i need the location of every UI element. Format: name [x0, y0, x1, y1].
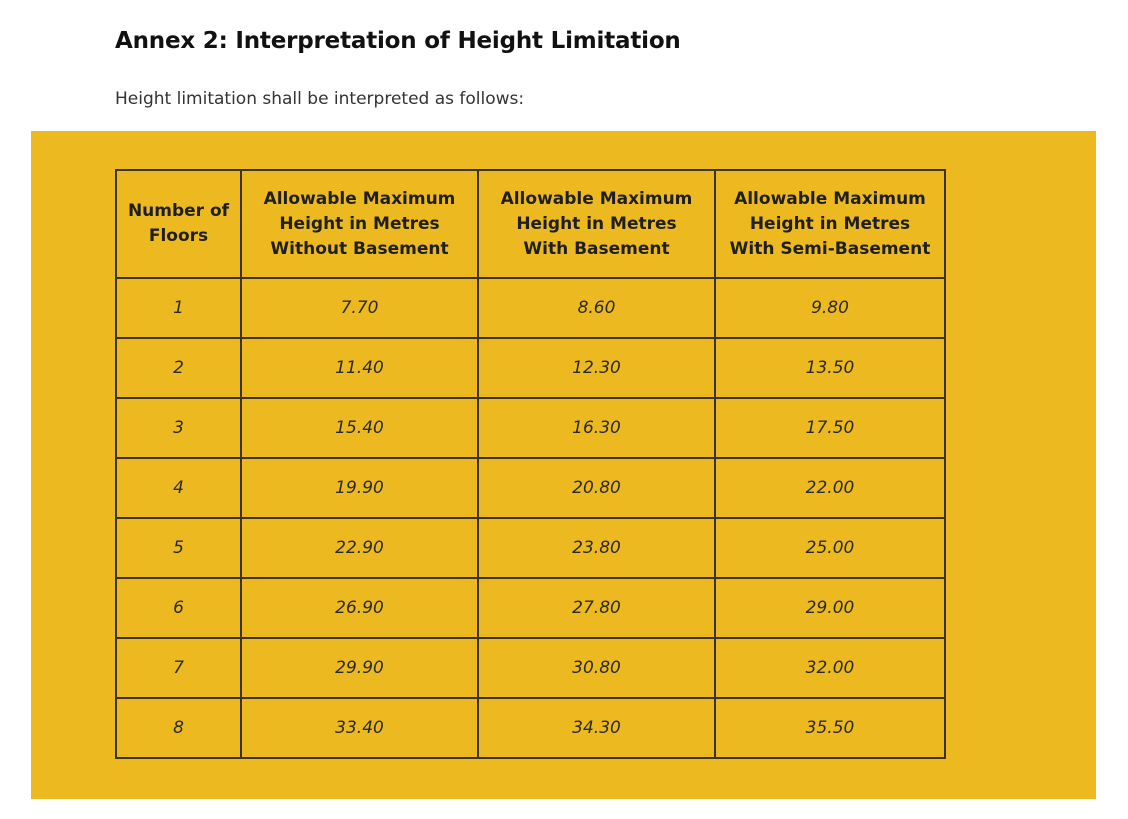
header-line: Floors [148, 226, 209, 246]
header-line: With Basement [523, 238, 670, 259]
cell-with-semi-basement: 35.50 [714, 697, 946, 759]
header-with-basement: Allowable Maximum Height in Metres With … [477, 169, 716, 279]
cell-with-semi-basement: 25.00 [714, 517, 946, 579]
page-title: Annex 2: Interpretation of Height Limita… [115, 28, 681, 54]
cell-with-semi-basement: 17.50 [714, 397, 946, 459]
table-header-row: Number of Floors Allowable Maximum Heigh… [115, 169, 946, 279]
cell-without-basement: 19.90 [240, 457, 479, 519]
intro-text: Height limitation shall be interpreted a… [115, 89, 525, 109]
cell-with-semi-basement: 13.50 [714, 337, 946, 399]
cell-without-basement: 26.90 [240, 577, 479, 639]
cell-without-basement: 33.40 [240, 697, 479, 759]
header-line: Height in Metres [749, 213, 911, 234]
table-row: 7 29.90 30.80 32.00 [115, 637, 946, 699]
cell-with-basement: 16.30 [477, 397, 716, 459]
header-line: With Semi-Basement [729, 238, 931, 259]
cell-without-basement: 11.40 [240, 337, 479, 399]
cell-with-basement: 30.80 [477, 637, 716, 699]
header-line: Allowable Maximum [500, 188, 693, 209]
cell-with-basement: 8.60 [477, 277, 716, 339]
cell-with-basement: 27.80 [477, 577, 716, 639]
header-line: Number of [127, 201, 230, 221]
table-row: 8 33.40 34.30 35.50 [115, 697, 946, 759]
table-row: 4 19.90 20.80 22.00 [115, 457, 946, 519]
cell-floors: 3 [115, 397, 242, 459]
header-line: Height in Metres [516, 213, 677, 234]
table-panel: Number of Floors Allowable Maximum Heigh… [31, 131, 1096, 799]
cell-with-basement: 23.80 [477, 517, 716, 579]
table-row: 1 7.70 8.60 9.80 [115, 277, 946, 339]
header-number-of-floors: Number of Floors [115, 169, 242, 279]
table-row: 6 26.90 27.80 29.00 [115, 577, 946, 639]
cell-floors: 2 [115, 337, 242, 399]
cell-with-semi-basement: 32.00 [714, 637, 946, 699]
table-row: 3 15.40 16.30 17.50 [115, 397, 946, 459]
height-limitation-table: Number of Floors Allowable Maximum Heigh… [115, 169, 946, 759]
header-line: Allowable Maximum [263, 188, 456, 209]
header-line: Allowable Maximum [734, 188, 926, 209]
cell-with-semi-basement: 22.00 [714, 457, 946, 519]
cell-without-basement: 15.40 [240, 397, 479, 459]
header-line: Without Basement [270, 238, 449, 259]
cell-floors: 4 [115, 457, 242, 519]
table-row: 2 11.40 12.30 13.50 [115, 337, 946, 399]
table-row: 5 22.90 23.80 25.00 [115, 517, 946, 579]
cell-without-basement: 7.70 [240, 277, 479, 339]
cell-floors: 6 [115, 577, 242, 639]
cell-with-basement: 12.30 [477, 337, 716, 399]
header-without-basement: Allowable Maximum Height in Metres Witho… [240, 169, 479, 279]
cell-without-basement: 22.90 [240, 517, 479, 579]
cell-with-basement: 20.80 [477, 457, 716, 519]
cell-with-semi-basement: 9.80 [714, 277, 946, 339]
cell-with-basement: 34.30 [477, 697, 716, 759]
cell-floors: 1 [115, 277, 242, 339]
cell-with-semi-basement: 29.00 [714, 577, 946, 639]
cell-floors: 5 [115, 517, 242, 579]
header-line: Height in Metres [279, 213, 440, 234]
cell-floors: 8 [115, 697, 242, 759]
header-with-semi-basement: Allowable Maximum Height in Metres With … [714, 169, 946, 279]
cell-without-basement: 29.90 [240, 637, 479, 699]
cell-floors: 7 [115, 637, 242, 699]
